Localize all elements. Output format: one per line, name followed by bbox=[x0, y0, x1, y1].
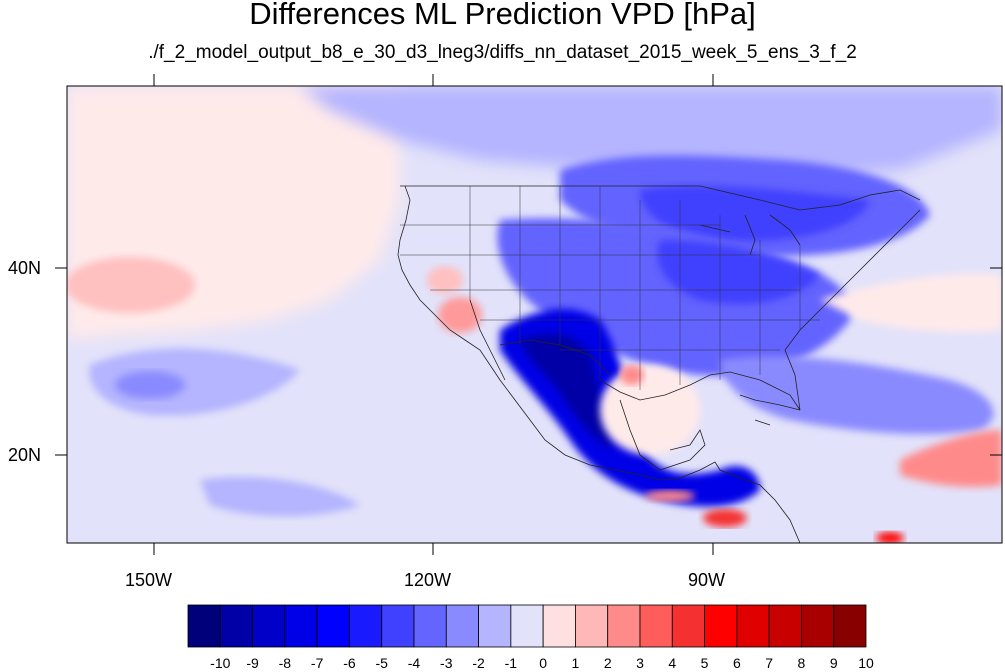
colorbar-label: -6 bbox=[343, 655, 356, 671]
colorbar-swatch bbox=[510, 604, 544, 648]
colorbar-swatch bbox=[704, 604, 738, 648]
field-east-atlantic-red bbox=[900, 430, 1002, 487]
colorbar-swatch bbox=[381, 604, 415, 648]
field-greatlakes-strong bbox=[640, 185, 870, 241]
colorbar-swatch bbox=[768, 604, 802, 648]
cuba-coast bbox=[739, 394, 801, 426]
field-pacific-blue-band bbox=[89, 348, 300, 416]
colorbar-swatch bbox=[801, 604, 835, 648]
map-field bbox=[67, 86, 1002, 543]
colorbar-swatch bbox=[607, 604, 641, 648]
colorbar-label: 10 bbox=[858, 655, 874, 671]
colorbar-label: -4 bbox=[408, 655, 421, 671]
baja-coastline bbox=[469, 299, 506, 381]
colorbar-swatch bbox=[671, 604, 705, 648]
field-us-midwest-strong bbox=[657, 240, 820, 304]
lat-label-40n: 40N bbox=[8, 258, 42, 278]
colorbar-swatch bbox=[252, 604, 286, 648]
field-atlantic-blue bbox=[720, 356, 994, 435]
colorbar-label: 9 bbox=[830, 655, 838, 671]
colorbar-label: 3 bbox=[636, 655, 644, 671]
field-caribbean-red bbox=[703, 509, 747, 527]
lon-label-90w: 90W bbox=[688, 570, 726, 590]
state-lines-horizontal bbox=[400, 224, 820, 351]
colorbar-label: 4 bbox=[668, 655, 676, 671]
colorbar-swatch bbox=[316, 604, 350, 648]
state-lines-vertical bbox=[469, 186, 801, 390]
great-lakes bbox=[699, 214, 801, 256]
field-pacific-red-patch bbox=[67, 257, 195, 313]
colorbar-label: -5 bbox=[375, 655, 388, 671]
colorbar-label: 1 bbox=[572, 655, 580, 671]
colorbar-label: -1 bbox=[505, 655, 518, 671]
lon-label-150w: 150W bbox=[125, 570, 173, 590]
colorbar-label: -10 bbox=[210, 655, 230, 671]
colorbar-label: -2 bbox=[472, 655, 485, 671]
page-title: Differences ML Prediction VPD [hPa] bbox=[249, 0, 756, 31]
page-subtitle: ./f_2_model_output_b8_e_30_d3_lneg3/diff… bbox=[148, 42, 857, 63]
field-pacific-south-blue bbox=[200, 476, 360, 517]
colorbar-swatch bbox=[542, 604, 576, 648]
colorbar-swatch bbox=[575, 604, 609, 648]
yucatan-coastline bbox=[619, 399, 706, 471]
lat-label-20n: 20N bbox=[8, 445, 42, 465]
field-canada-light bbox=[300, 86, 1002, 180]
field-atlantic-pink bbox=[820, 273, 1002, 332]
colorbar-swatch bbox=[187, 604, 221, 648]
state-borders bbox=[400, 186, 820, 390]
colorbar-label: -7 bbox=[311, 655, 324, 671]
field-caribbean-pink bbox=[645, 490, 695, 502]
field-gulf-pink bbox=[600, 365, 700, 455]
colorbar-swatch bbox=[833, 604, 867, 648]
colorbar-swatch bbox=[445, 604, 479, 648]
field-southeast-red-spot bbox=[876, 532, 904, 543]
colorbar-label: -3 bbox=[440, 655, 453, 671]
colorbar-swatch bbox=[349, 604, 383, 648]
map-ticks bbox=[55, 74, 1002, 555]
colorbar-label: 0 bbox=[539, 655, 547, 671]
field-texas-red-spot bbox=[620, 365, 644, 385]
field-california-red bbox=[438, 297, 482, 333]
colorbar-label: 5 bbox=[701, 655, 709, 671]
colorbar-swatch bbox=[478, 604, 512, 648]
colorbar-label: 6 bbox=[733, 655, 741, 671]
colorbar-label: 8 bbox=[798, 655, 806, 671]
lon-label-120w: 120W bbox=[404, 570, 452, 590]
map-frame bbox=[66, 85, 1003, 544]
colorbar-label: 2 bbox=[604, 655, 612, 671]
field-pacific-blue-core bbox=[115, 371, 185, 399]
colorbar-swatch bbox=[284, 604, 318, 648]
west-coastline bbox=[397, 185, 801, 543]
colorbar-label: 7 bbox=[765, 655, 773, 671]
colorbar-swatch bbox=[219, 604, 253, 648]
field-nevada-pink bbox=[427, 266, 463, 294]
field-mexico-core bbox=[520, 333, 615, 450]
colorbar-label: -9 bbox=[246, 655, 259, 671]
colorbar-label: -8 bbox=[279, 655, 292, 671]
colorbar-swatch bbox=[736, 604, 770, 648]
colorbar-swatch bbox=[639, 604, 673, 648]
colorbar-swatch bbox=[413, 604, 447, 648]
